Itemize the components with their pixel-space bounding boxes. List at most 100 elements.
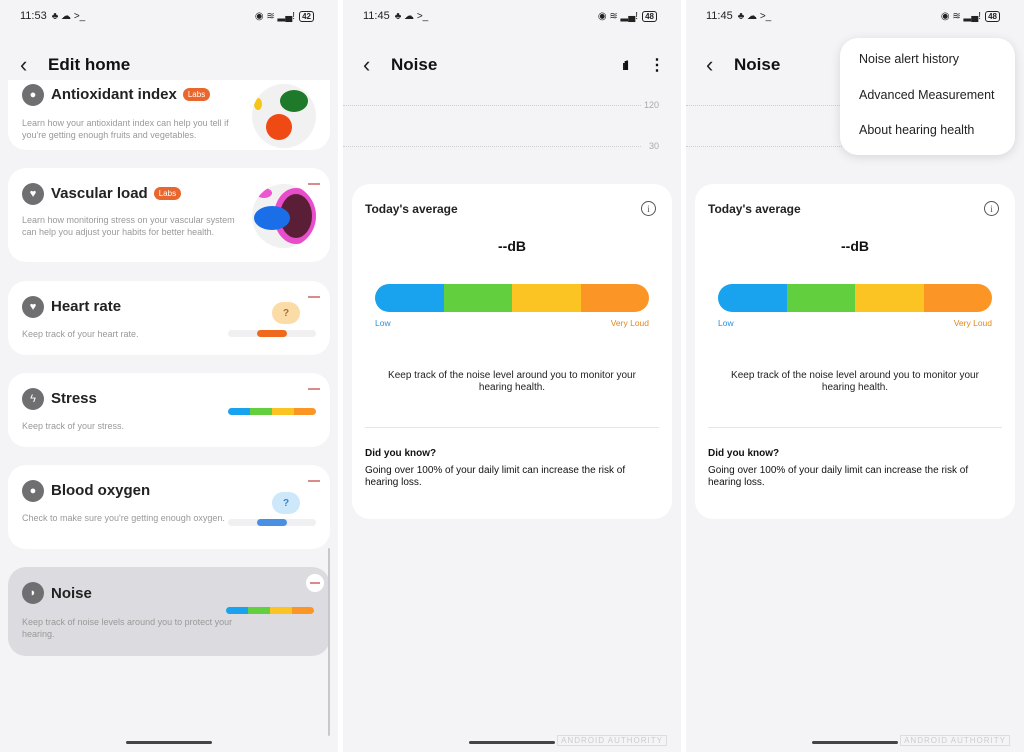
heart-rate-bubble: ? xyxy=(272,302,300,324)
options-menu: Noise alert history Advanced Measurement… xyxy=(840,38,1015,155)
divider xyxy=(365,427,659,428)
heart-rate-mini-chart xyxy=(228,330,316,337)
status-bar: 11:53 ♣ ☁ >_ ◉ ≋ ▂▄! 42 xyxy=(20,8,314,24)
wifi-signal-icon: ◉ ≋ ▂▄! xyxy=(940,11,982,22)
status-bar: 11:45 ♣ ☁ >_ ◉ ≋ ▂▄! 48 xyxy=(706,8,1000,24)
card-antioxidant-index[interactable]: ● Antioxidant index Labs Learn how your a… xyxy=(8,80,330,150)
description: Keep track of the noise level around you… xyxy=(731,370,979,393)
remove-button[interactable] xyxy=(308,480,320,482)
card-title: Vascular load xyxy=(51,185,148,202)
notification-icon: ♣ ☁ >_ xyxy=(394,11,429,22)
description: Keep track of the noise level around you… xyxy=(388,370,636,393)
card-title: Today's average xyxy=(365,202,458,216)
did-you-know-title: Did you know? xyxy=(365,448,437,459)
vegetables-illustration xyxy=(252,84,316,148)
blood-oxygen-bubble: ? xyxy=(272,492,300,514)
card-description: Learn how your antioxidant index can hel… xyxy=(22,118,229,140)
card-vascular-load[interactable]: ♥ Vascular load Labs Learn how monitoring… xyxy=(8,168,330,262)
did-you-know-title: Did you know? xyxy=(708,448,780,459)
status-time: 11:45 xyxy=(706,10,733,22)
very-loud-label: Very Loud xyxy=(953,318,992,328)
remove-button[interactable] xyxy=(308,388,320,390)
very-loud-label: Very Loud xyxy=(610,318,649,328)
todays-average-card: Today's average i --dB Low Very Loud Kee… xyxy=(695,184,1015,519)
card-blood-oxygen[interactable]: ● Blood oxygen Check to make sure you're… xyxy=(8,465,330,549)
card-noise[interactable]: ◗ Noise Keep track of noise levels aroun… xyxy=(8,567,330,656)
wifi-signal-icon: ◉ ≋ ▂▄! xyxy=(597,11,639,22)
watermark: ANDROID AUTHORITY xyxy=(557,735,667,746)
menu-item-advanced-measurement[interactable]: Advanced Measurement xyxy=(859,87,995,102)
status-time: 11:53 xyxy=(20,10,47,22)
notification-icon: ♣ ☁ >_ xyxy=(51,11,86,22)
noise-screen-with-menu: 11:45♣ ☁ >_ ◉ ≋ ▂▄!48 ‹Noise 120 30 Toda… xyxy=(686,0,1024,752)
chart-tick-label: 120 xyxy=(643,100,659,110)
back-button[interactable]: ‹ xyxy=(363,52,371,77)
battery-icon: 48 xyxy=(642,11,657,22)
card-heart-rate[interactable]: ♥ Heart rate Keep track of your heart ra… xyxy=(8,281,330,355)
remove-button[interactable] xyxy=(308,296,320,298)
battery-icon: 48 xyxy=(985,11,1000,22)
remove-button[interactable] xyxy=(306,574,324,592)
card-description: Learn how monitoring stress on your vasc… xyxy=(22,215,235,237)
heart-icon: ♥ xyxy=(22,296,44,318)
card-title: Stress xyxy=(51,390,97,407)
lightning-icon: ϟ xyxy=(22,388,44,410)
chart-gridline xyxy=(343,105,641,106)
edit-home-screen: 11:53 ♣ ☁ >_ ◉ ≋ ▂▄! 42 ‹ Edit home ● Antio… xyxy=(0,0,338,752)
stress-level-bar xyxy=(228,408,316,415)
average-value: --dB xyxy=(841,238,869,254)
home-indicator[interactable] xyxy=(126,741,212,744)
card-title: Today's average xyxy=(708,202,801,216)
low-label: Low xyxy=(718,318,734,328)
menu-item-about-hearing-health[interactable]: About hearing health xyxy=(859,123,975,137)
notification-icon: ♣ ☁ >_ xyxy=(737,11,772,22)
remove-button[interactable] xyxy=(308,183,320,185)
card-title: Blood oxygen xyxy=(51,482,151,499)
home-indicator[interactable] xyxy=(812,741,898,744)
vascular-illustration xyxy=(252,184,316,248)
labs-badge: Labs xyxy=(153,187,182,200)
card-title: Noise xyxy=(51,585,92,602)
battery-icon: 42 xyxy=(299,11,314,22)
blood-oxygen-mini-chart xyxy=(228,519,316,526)
chart-gridline xyxy=(686,146,984,147)
menu-item-noise-alert-history[interactable]: Noise alert history xyxy=(859,52,960,66)
ear-icon: ◗ xyxy=(22,582,44,604)
did-you-know-body: Going over 100% of your daily limit can … xyxy=(365,465,626,488)
scrollbar[interactable] xyxy=(328,548,330,736)
labs-badge: Labs xyxy=(182,88,211,101)
wifi-signal-icon: ◉ ≋ ▂▄! xyxy=(254,11,296,22)
low-label: Low xyxy=(375,318,391,328)
home-indicator[interactable] xyxy=(469,741,555,744)
status-bar: 11:45 ♣ ☁ >_ ◉ ≋ ▂▄! 48 xyxy=(363,8,657,24)
chart-gridline xyxy=(343,146,641,147)
card-description: Check to make sure you're getting enough… xyxy=(22,513,225,523)
vascular-heart-icon: ♥ xyxy=(22,183,44,205)
noise-screen: 11:45 ♣ ☁ >_ ◉ ≋ ▂▄! 48 ‹ Noise ıIl ⋮ 120 30… xyxy=(343,0,681,752)
card-title: Antioxidant index xyxy=(51,86,177,103)
antioxidant-icon: ● xyxy=(22,84,44,106)
back-button[interactable]: ‹ xyxy=(20,52,28,77)
average-value: --dB xyxy=(498,238,526,254)
did-you-know-body: Going over 100% of your daily limit can … xyxy=(708,465,969,488)
card-stress[interactable]: ϟ Stress Keep track of your stress. xyxy=(8,373,330,447)
page-title: Noise xyxy=(391,55,438,74)
info-icon[interactable]: i xyxy=(984,201,999,216)
noise-level-bar xyxy=(375,284,649,312)
card-title: Heart rate xyxy=(51,298,122,315)
watermark: ANDROID AUTHORITY xyxy=(900,735,1010,746)
card-description: Keep track of your stress. xyxy=(22,421,125,431)
noise-level-bar xyxy=(226,607,314,614)
chart-tick-label: 30 xyxy=(648,141,659,151)
status-time: 11:45 xyxy=(363,10,390,22)
page-title: Edit home xyxy=(48,55,131,74)
info-icon[interactable]: i xyxy=(641,201,656,216)
back-button[interactable]: ‹ xyxy=(706,52,714,77)
drop-icon: ● xyxy=(22,480,44,502)
more-options-icon[interactable]: ⋮ xyxy=(649,57,665,74)
divider xyxy=(708,427,1002,428)
noise-level-bar xyxy=(718,284,992,312)
page-title: Noise xyxy=(734,55,781,74)
chart-gridline xyxy=(686,105,984,106)
bar-chart-icon[interactable]: ıIl xyxy=(622,57,629,73)
